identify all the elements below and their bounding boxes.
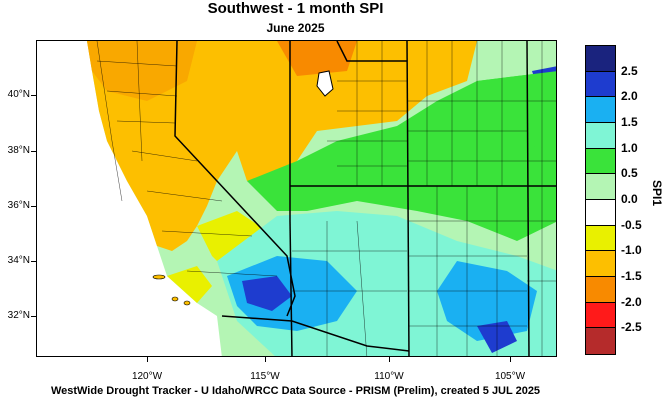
map-subtitle: June 2025 xyxy=(266,21,325,35)
colorbar-label: -2.0 xyxy=(621,294,642,309)
lat-label-38: 38°N xyxy=(7,145,30,156)
lat-tick xyxy=(31,151,36,152)
lat-label-36: 36°N xyxy=(7,200,30,211)
wet-blue-az xyxy=(227,256,357,331)
four-corners-ns xyxy=(406,41,410,356)
transition-yellow-sw xyxy=(167,266,212,303)
lon-label-105: 105°W xyxy=(494,371,526,382)
colorbar-label: -2.5 xyxy=(621,320,642,335)
channel-islands xyxy=(152,274,191,306)
lat-tick xyxy=(31,316,36,317)
lat-tick xyxy=(31,95,36,96)
colorbar-label: -1.0 xyxy=(621,243,642,258)
spi-map-canvas xyxy=(37,41,556,356)
colorbar-segment xyxy=(586,46,615,72)
colorbar-segment xyxy=(586,148,615,175)
nm-tx-border xyxy=(526,41,530,356)
colorbar-segment xyxy=(586,174,615,200)
dry-region-nw xyxy=(87,41,197,101)
ocean xyxy=(37,41,222,356)
great-salt-lake xyxy=(316,70,334,97)
lat-label-34: 34°N xyxy=(7,255,30,266)
colorbar-segment xyxy=(586,225,615,252)
very-dry-north xyxy=(277,41,357,76)
colorbar-label: 1.5 xyxy=(621,115,638,129)
nv-az-border xyxy=(289,220,293,356)
colorbar-label: -1.5 xyxy=(621,269,642,283)
county-boundaries xyxy=(96,41,556,356)
lon-tick xyxy=(265,357,266,362)
wet-blue-nm xyxy=(437,261,537,341)
colorbar-segment xyxy=(586,328,615,354)
colorbar-title: SPI1 xyxy=(650,179,664,206)
lat-label-32: 32°N xyxy=(7,310,30,321)
colorbar-segment xyxy=(586,122,615,149)
lon-tick xyxy=(147,357,148,362)
wet-green-ne xyxy=(477,71,556,151)
colorbar-label: 1.0 xyxy=(621,140,638,155)
state-boundaries xyxy=(174,41,556,356)
colorbar-segment xyxy=(586,97,615,123)
lon-tick xyxy=(389,357,390,362)
colorbar-label: 2.5 xyxy=(621,63,638,78)
spi-map xyxy=(36,40,557,357)
lat-tick xyxy=(31,261,36,262)
colorbar-segment xyxy=(586,251,615,277)
colorbar-segment xyxy=(586,276,615,303)
very-wet-az xyxy=(242,276,292,311)
colorbar-label: 0.0 xyxy=(621,192,638,206)
colorbar xyxy=(585,45,616,355)
colorbar-label: 0.5 xyxy=(621,166,638,181)
lat-tick xyxy=(31,206,36,207)
lat-label-40: 40°N xyxy=(7,89,30,100)
ut-wy-border xyxy=(336,41,407,62)
lon-label-110: 110°W xyxy=(374,371,404,382)
colorbar-segment xyxy=(586,199,615,226)
lon-label-115: 115°W xyxy=(250,371,280,382)
colorbar-segment xyxy=(586,71,615,98)
colorbar-label: -0.5 xyxy=(621,217,642,232)
wet-green-central xyxy=(247,71,556,241)
lon-label-120: 120°W xyxy=(131,371,163,382)
us-mexico-border xyxy=(221,315,410,352)
lon-tick xyxy=(510,357,511,362)
colorbar-label: 2.0 xyxy=(621,89,638,104)
map-title: Southwest - 1 month SPI xyxy=(207,0,384,17)
map-footer: WestWide Drought Tracker - U Idaho/WRCC … xyxy=(50,385,541,397)
colorbar-segment xyxy=(586,302,615,329)
ca-nv-border xyxy=(174,41,296,317)
